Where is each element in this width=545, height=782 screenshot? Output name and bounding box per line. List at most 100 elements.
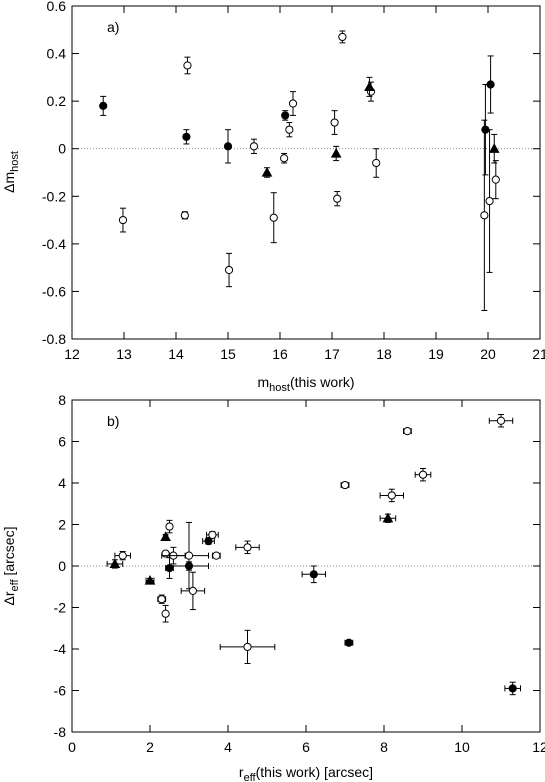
open-circle-marker <box>183 61 192 70</box>
open-circle-marker <box>333 194 342 203</box>
data-point-filled-triangle <box>379 512 397 523</box>
open-circle-marker <box>165 522 174 531</box>
open-circle-marker <box>157 595 166 604</box>
data-point-open-circle <box>114 550 131 561</box>
data-point-filled-circle <box>99 95 108 116</box>
data-point-filled-triangle <box>488 133 500 164</box>
x-axis-label: mhost(this work) <box>257 374 354 394</box>
data-point-open-circle <box>372 148 381 178</box>
x-tick-label: 10 <box>454 739 470 755</box>
open-circle-marker <box>485 196 494 206</box>
x-tick-label: 19 <box>428 346 444 362</box>
open-circle-marker <box>188 586 197 596</box>
y-tick-label: -0.8 <box>42 331 66 347</box>
x-tick-label: 16 <box>272 346 288 362</box>
data-point-filled-triangle <box>106 558 124 569</box>
x-tick-label: 18 <box>376 346 392 362</box>
x-tick-label: 14 <box>168 346 184 362</box>
y-tick-label: 0 <box>58 141 66 157</box>
data-point-open-circle <box>403 427 412 436</box>
data-point-filled-circle <box>301 565 326 584</box>
open-circle-marker <box>249 142 259 151</box>
filled-triangle-marker <box>144 574 156 585</box>
filled-triangle-marker <box>160 531 171 542</box>
data-point-open-circle <box>161 604 170 623</box>
data-point-open-circle <box>224 252 234 288</box>
open-circle-marker <box>224 265 234 275</box>
data-point-open-circle <box>485 129 494 273</box>
x-axis-label-main: r <box>239 764 244 780</box>
data-point-filled-circle <box>202 537 215 546</box>
filled-circle-marker <box>508 684 517 693</box>
open-circle-marker <box>212 551 221 560</box>
filled-triangle-marker <box>364 81 375 91</box>
x-axis-label-rest: (this work) [arcsec] <box>256 764 373 780</box>
data-point-filled-circle <box>504 681 521 696</box>
data-point-open-circle <box>340 480 350 490</box>
open-circle-marker <box>269 213 278 222</box>
open-circle-marker <box>403 427 412 436</box>
data-point-open-circle <box>269 192 278 244</box>
x-axis-label-rest: (this work) <box>290 374 355 390</box>
x-tick-label: 13 <box>116 346 132 362</box>
data-point-open-circle <box>180 211 189 220</box>
open-circle-marker <box>243 642 252 652</box>
y-tick-label: 0.2 <box>47 93 67 109</box>
data-point-open-circle <box>165 519 174 534</box>
filled-circle-marker <box>182 132 191 141</box>
y-axis-label-main: Δm <box>1 172 17 193</box>
x-tick-label: 17 <box>324 346 340 362</box>
data-point-open-circle <box>338 30 347 44</box>
filled-circle-marker <box>309 570 318 579</box>
x-axis-label-sub: eff <box>244 772 257 782</box>
x-tick-label: 4 <box>224 739 232 755</box>
open-circle-marker <box>418 470 428 479</box>
x-tick-label: 8 <box>380 739 388 755</box>
data-point-open-circle <box>491 160 500 200</box>
panel-a: 12 13 14 15 16 17 18 19 20 21 -0.8 -0.6 -0.4 -0.2 0 0.2… <box>1 0 545 394</box>
filled-circle-marker <box>344 638 353 647</box>
x-tick-label: 12 <box>532 739 545 755</box>
data-point-open-circle <box>206 530 219 539</box>
data-point-filled-circle <box>182 129 191 145</box>
open-circle-marker <box>340 480 350 490</box>
open-circle-marker <box>285 125 294 134</box>
data-point-filled-triangle <box>261 166 273 178</box>
x-tick-label: 20 <box>480 346 496 362</box>
data-point-open-circle <box>157 594 167 604</box>
open-circle-marker <box>288 99 298 108</box>
filled-triangle-marker <box>261 166 273 177</box>
data-point-filled-circle <box>223 129 233 164</box>
data-point-open-circle <box>211 551 221 560</box>
x-tick-label: 21 <box>532 346 545 362</box>
data-point-open-circle <box>249 138 259 154</box>
filled-circle-marker <box>99 101 108 111</box>
open-circle-marker <box>118 215 128 225</box>
data-point-filled-triangle <box>160 531 171 542</box>
filled-circle-marker <box>223 142 233 151</box>
data-point-open-circle <box>288 91 298 116</box>
y-tick-label: 8 <box>58 392 66 408</box>
filled-circle-marker <box>281 111 290 120</box>
y-tick-label: -8 <box>54 724 67 740</box>
data-point-filled-circle <box>481 83 490 176</box>
y-tick-label: -0.4 <box>42 236 66 252</box>
open-circle-marker <box>480 211 489 220</box>
data-point-open-circle <box>480 119 489 311</box>
open-circle-marker <box>372 158 381 168</box>
open-circle-marker <box>387 491 396 500</box>
panel-label: b) <box>107 413 119 429</box>
panel-label: a) <box>107 19 119 35</box>
x-tick-label: 2 <box>146 739 154 755</box>
y-axis-label-sub: eff <box>9 578 21 591</box>
open-circle-marker <box>491 175 500 184</box>
open-circle-marker <box>496 416 506 425</box>
y-axis-label: Δreff [arcsec] <box>1 527 21 606</box>
filled-triangle-marker <box>382 512 394 523</box>
filled-triangle-marker <box>330 147 342 158</box>
open-circle-marker <box>243 543 252 552</box>
open-circle-marker <box>330 118 339 127</box>
data-point-open-circle <box>280 152 289 164</box>
